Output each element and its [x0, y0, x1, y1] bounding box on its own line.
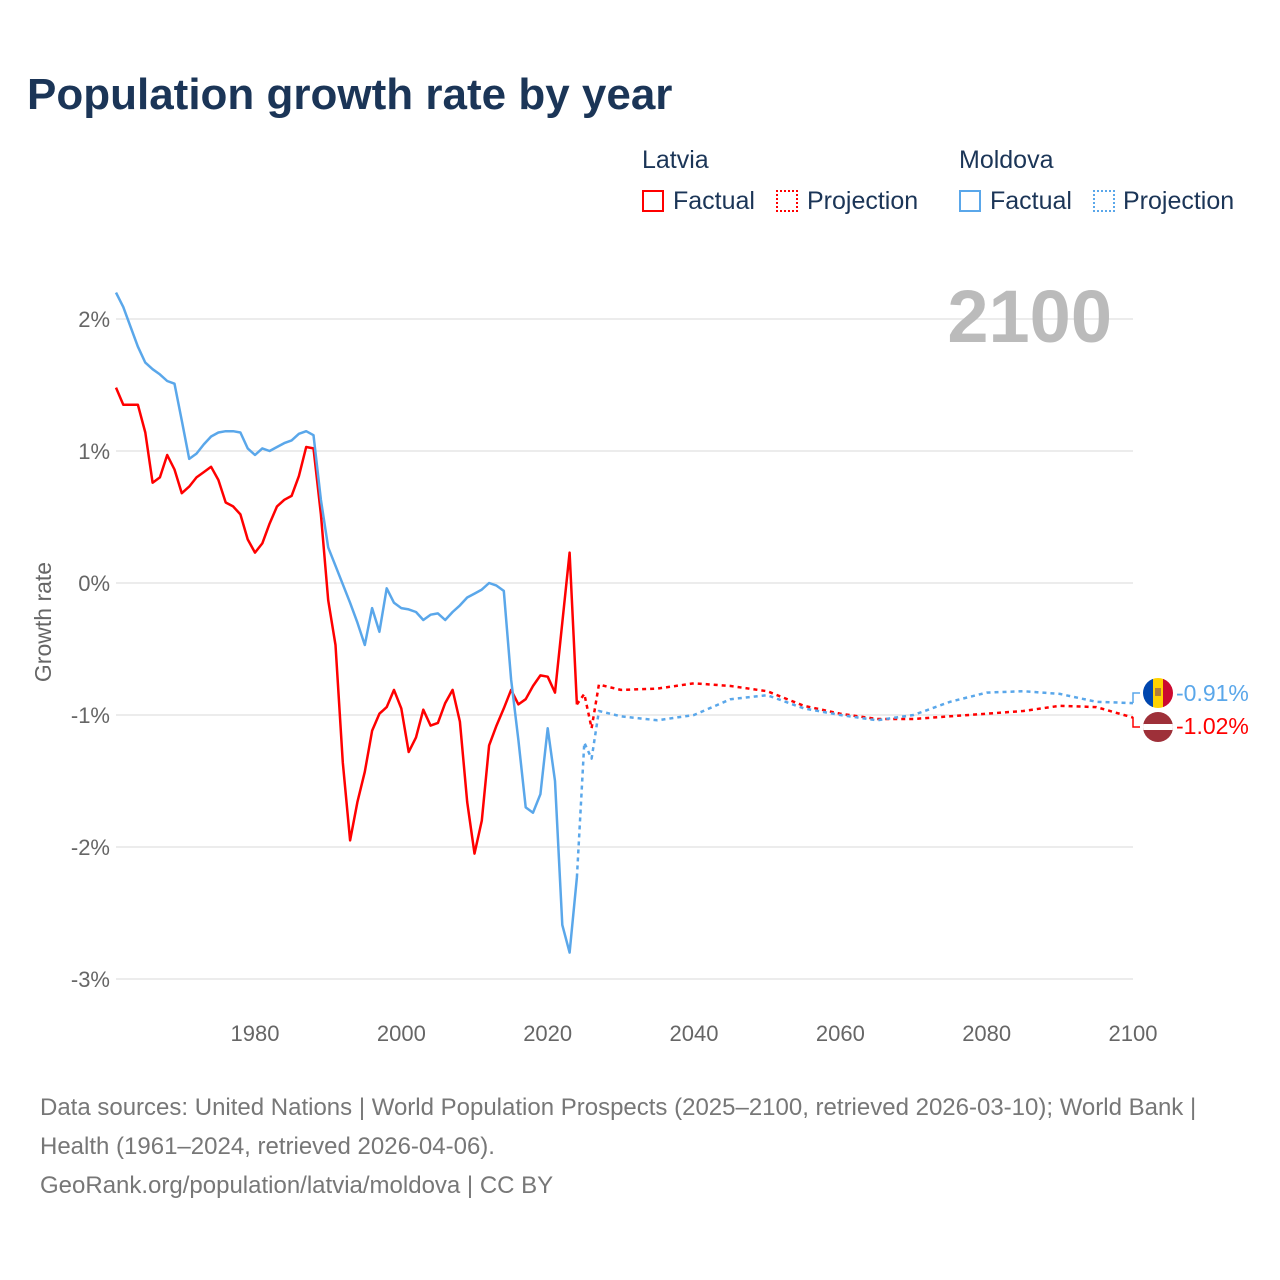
attribution-link[interactable]: GeoRank.org/population/latvia/moldova | …: [40, 1172, 554, 1199]
series-line-latvia-factual: [114, 387, 579, 855]
legend-moldova-factual-swatch: [959, 190, 981, 212]
y-tick-label: -2%: [71, 835, 110, 860]
legend-latvia-factual[interactable]: Factual: [673, 187, 755, 215]
legend-moldova-factual[interactable]: Factual: [990, 187, 1072, 215]
y-tick-label: 0%: [78, 571, 110, 596]
moldova-flag-icon: [1143, 678, 1173, 708]
legend-latvia-heading: Latvia: [642, 146, 709, 174]
series-line-moldova-projection: [575, 689, 1134, 878]
y-tick-label: -3%: [71, 967, 110, 992]
x-tick-label: 1980: [231, 1021, 280, 1046]
legend-moldova-projection[interactable]: Projection: [1123, 187, 1235, 215]
y-tick-label: -1%: [71, 703, 110, 728]
year-watermark: 2100: [947, 275, 1112, 358]
series-line-moldova-factual: [114, 292, 579, 954]
latvia-flag-icon: [1143, 712, 1173, 742]
x-tick-label: 2020: [523, 1021, 572, 1046]
moldova-end-label: -0.91%: [1176, 680, 1249, 706]
legend-moldova-heading: Moldova: [959, 146, 1054, 174]
legend-latvia-factual-swatch: [642, 190, 664, 212]
page-title: Population growth rate by year: [27, 70, 673, 119]
x-tick-label: 2100: [1109, 1021, 1158, 1046]
legend-latvia-projection[interactable]: Projection: [807, 187, 919, 215]
legend-moldova-projection-swatch: [1093, 190, 1115, 212]
footer: Data sources: United Nations | World Pop…: [40, 1088, 1240, 1205]
x-tick-label: 2080: [962, 1021, 1011, 1046]
latvia-end-label: -1.02%: [1176, 713, 1249, 739]
x-tick-label: 2000: [377, 1021, 426, 1046]
data-sources: Data sources: United Nations | World Pop…: [40, 1094, 1197, 1160]
series-line-latvia-projection: [575, 682, 1134, 730]
x-tick-label: 2060: [816, 1021, 865, 1046]
y-tick-label: 2%: [78, 307, 110, 332]
legend-latvia-projection-swatch: [776, 190, 798, 212]
y-tick-label: 1%: [78, 439, 110, 464]
x-tick-label: 2040: [670, 1021, 719, 1046]
y-axis-label: Growth rate: [30, 562, 56, 682]
